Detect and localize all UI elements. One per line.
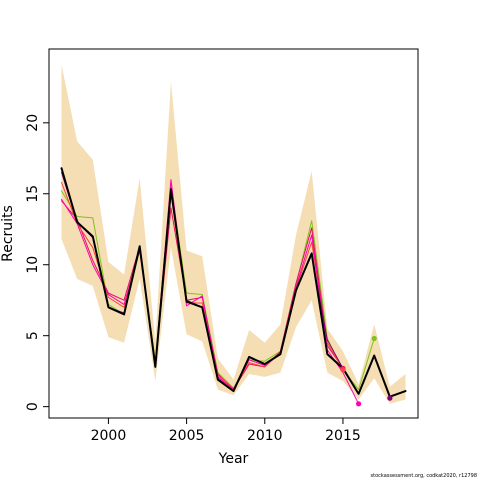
x-axis-title: Year [218, 451, 249, 467]
endpoint-layer [340, 335, 393, 407]
y-tick-label: 15 [25, 185, 41, 203]
y-tick-label: 20 [25, 114, 41, 132]
confidence-band [61, 64, 406, 404]
series-line-retro-4 [61, 179, 360, 405]
x-tick-label: 2000 [91, 428, 127, 444]
y-tick-label: 5 [25, 331, 41, 340]
x-tick-label: 2005 [169, 428, 205, 444]
series-endpoint-1 [371, 335, 377, 342]
y-tick-label: 10 [25, 256, 41, 274]
y-axis-title: Recruits [0, 205, 16, 262]
y-axis: 0 5 10 15 20 [25, 114, 49, 411]
series-endpoint-5 [387, 395, 393, 401]
series-endpoint-3 [340, 367, 346, 373]
y-tick-label: 0 [25, 402, 41, 411]
footer-note: stockassessment.org, codkat2020, r12798 [371, 473, 477, 479]
plot-frame [48, 48, 419, 419]
series-line-main [60, 167, 407, 398]
confidence-band-layer [61, 64, 406, 404]
series-layer [60, 167, 407, 405]
x-tick-label: 2015 [325, 428, 361, 444]
x-axis: 2000 2005 2010 2015 [91, 418, 361, 444]
x-tick-label: 2010 [247, 428, 283, 444]
series-endpoint-4 [355, 401, 362, 407]
